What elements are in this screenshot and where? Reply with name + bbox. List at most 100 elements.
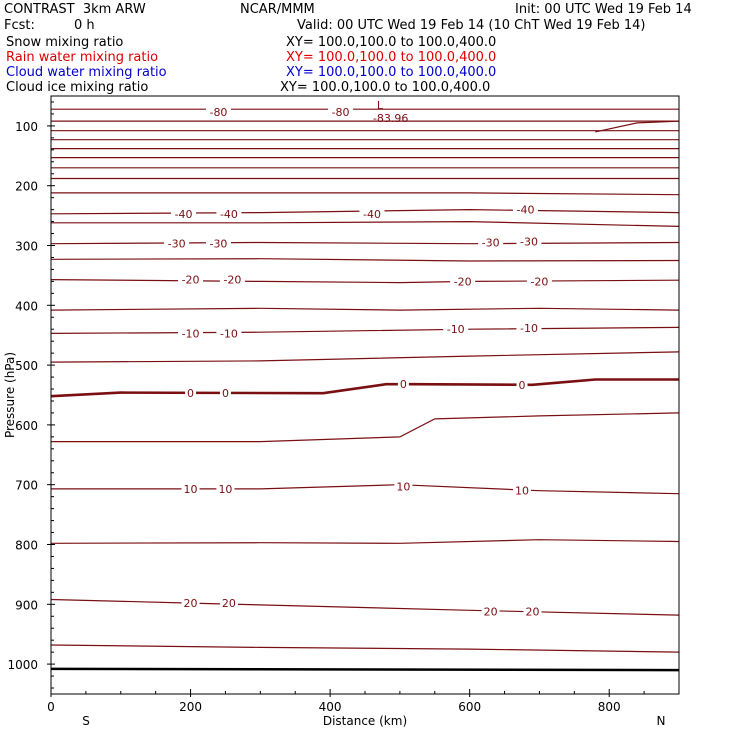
x-axis-label: Distance (km): [323, 714, 407, 728]
contour-label: 0: [187, 387, 194, 400]
contour-line: [51, 539, 679, 544]
field-name-cloud-ice: Cloud ice mixing ratio: [6, 80, 149, 95]
contour-label: -80: [332, 106, 350, 119]
contour-label-bg: [219, 387, 231, 400]
contour-label: -10: [220, 327, 238, 340]
x-tick-label: 400: [319, 700, 342, 714]
contour-label-bg: [513, 484, 531, 497]
contour-label-bg: [205, 237, 231, 250]
y-axis-label: Pressure (hPa): [3, 352, 17, 438]
field-xy-rain: XY= 100.0,100.0 to 100.0,400.0: [286, 50, 497, 65]
field-name-cloud-water: Cloud water mixing ratio: [6, 65, 167, 80]
contour-label: 10: [515, 485, 529, 498]
contour-label-bg: [205, 106, 231, 119]
contour-label: -40: [220, 208, 238, 221]
fcst-label: Fcst:: [4, 18, 35, 33]
field-xy-snow: XY= 100.0,100.0 to 100.0,400.0: [286, 35, 497, 50]
contour-label-bg: [478, 236, 504, 249]
contour-label-bg: [219, 597, 238, 610]
contour-line: [51, 326, 679, 334]
contour-label-bg: [359, 207, 385, 220]
contour-label-bg: [443, 323, 469, 336]
contour-label: 10: [396, 480, 410, 493]
contour-line: [51, 484, 679, 495]
y-tick-label: 500: [15, 359, 38, 373]
contour-label: -10: [447, 323, 465, 336]
contour-label: -10: [520, 322, 538, 335]
contour-label: -40: [363, 208, 381, 221]
contour-label-bg: [526, 275, 552, 288]
contour-label: 0: [519, 379, 526, 392]
y-tick-label: 1000: [7, 658, 38, 672]
field-name-rain: Rain water mixing ratio: [6, 50, 159, 65]
contour-label: 20: [222, 597, 236, 610]
contour-label-bg: [481, 605, 500, 618]
x-end-label-right: N: [657, 714, 666, 728]
y-tick-label: 700: [15, 479, 38, 493]
contour-label-bg: [328, 106, 354, 119]
min-marker-symbol: L: [377, 99, 384, 112]
contour-label: -20: [530, 275, 548, 288]
plot-frame: [50, 95, 680, 695]
model-title: CONTRAST 3km ARW: [4, 2, 146, 17]
contour-label-bg: [178, 327, 204, 340]
contour-label: -30: [482, 237, 500, 250]
contour-label: -20: [223, 274, 241, 287]
contour-label-bg: [171, 207, 197, 220]
init-time: Init: 00 UTC Wed 19 Feb 14: [515, 2, 692, 17]
contour-label-bg: [516, 235, 542, 248]
contour-label-bg: [516, 322, 542, 335]
y-tick-label: 800: [15, 539, 38, 553]
contour-label-bg: [523, 605, 542, 618]
contour-line: [51, 220, 679, 227]
contour-line: [51, 598, 679, 616]
contour-line: [51, 241, 679, 245]
field-xy-cloud-ice: XY= 100.0,100.0 to 100.0,400.0: [280, 80, 491, 95]
contour-label-bg: [394, 480, 413, 493]
surface-line: [50, 667, 680, 672]
x-tick-label: 600: [458, 700, 481, 714]
contour-label-bg: [164, 237, 190, 250]
contour-label: 20: [525, 605, 539, 618]
y-tick-label: 200: [15, 180, 38, 194]
contour-label: -30: [209, 238, 227, 251]
y-tick-label: 900: [15, 598, 38, 612]
contour-label: 0: [222, 387, 229, 400]
min-marker-value: -83.96: [373, 112, 408, 125]
contour-label-bg: [397, 378, 409, 391]
center-title: NCAR/MMM: [240, 2, 315, 17]
contour-line: [51, 258, 679, 262]
contour-label: -80: [209, 106, 227, 119]
contour-label-bg: [185, 387, 197, 400]
contour-label: -30: [168, 238, 186, 251]
x-tick-label: 0: [47, 700, 55, 714]
fcst-value: 0 h: [74, 18, 95, 33]
contour-line: [51, 378, 679, 398]
contour-line: [51, 644, 679, 653]
contour-label: -20: [454, 275, 472, 288]
contour-label: -10: [182, 327, 200, 340]
contour-label-bg: [216, 207, 242, 220]
contour-label: -30: [520, 235, 538, 248]
contour-label-bg: [219, 273, 245, 286]
y-tick-label: 600: [15, 419, 38, 433]
contour-line: [51, 279, 679, 284]
contour-line: [51, 307, 679, 311]
contour-label-bg: [181, 482, 200, 495]
contour-label: 20: [484, 605, 498, 618]
contour-label-bg: [516, 378, 528, 391]
contour-label: 20: [184, 597, 198, 610]
contour-line: [51, 412, 679, 443]
contour-label: -20: [182, 274, 200, 287]
y-tick-label: 300: [15, 240, 38, 254]
contour-line: [51, 192, 679, 196]
x-tick-label: 800: [598, 700, 621, 714]
field-xy-cloud-water: XY= 100.0,100.0 to 100.0,400.0: [286, 65, 497, 80]
contour-label: -40: [517, 204, 535, 217]
valid-time: Valid: 00 UTC Wed 19 Feb 14 (10 ChT Wed …: [297, 18, 646, 33]
y-tick-label: 100: [15, 120, 38, 134]
contour-label: 10: [218, 483, 232, 496]
contour-label-bg: [178, 273, 204, 286]
y-tick-label: 400: [15, 299, 38, 313]
